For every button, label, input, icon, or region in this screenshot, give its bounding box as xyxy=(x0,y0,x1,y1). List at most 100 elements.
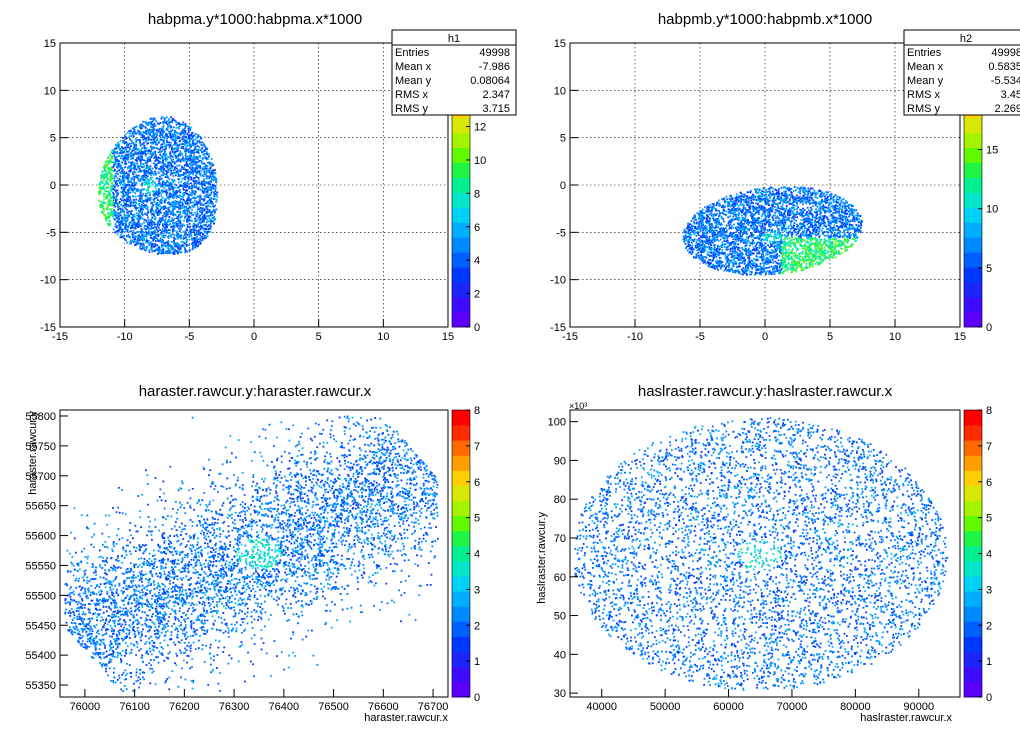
data-point xyxy=(109,202,112,205)
data-point xyxy=(824,238,826,241)
data-point xyxy=(180,145,183,148)
data-point xyxy=(133,223,135,226)
data-point xyxy=(165,199,167,202)
data-point xyxy=(191,189,194,192)
data-point xyxy=(148,191,151,194)
data-point xyxy=(172,225,175,227)
data-point xyxy=(155,194,157,196)
data-point xyxy=(183,164,186,167)
data-point xyxy=(106,208,108,211)
data-point xyxy=(188,249,191,251)
data-point xyxy=(182,244,185,247)
data-point xyxy=(149,199,152,202)
data-point xyxy=(140,197,143,200)
data-point xyxy=(202,190,204,193)
data-point xyxy=(150,227,153,230)
data-point xyxy=(182,196,185,198)
data-point xyxy=(162,217,165,220)
data-point xyxy=(187,164,189,166)
data-point xyxy=(191,245,194,248)
data-point xyxy=(131,161,134,164)
data-point xyxy=(144,195,147,197)
data-point xyxy=(160,129,163,132)
data-point xyxy=(111,204,114,207)
data-point xyxy=(167,224,170,227)
data-point xyxy=(127,213,130,216)
data-point xyxy=(161,216,164,219)
data-point xyxy=(179,154,182,157)
data-point xyxy=(113,177,116,180)
data-point xyxy=(190,145,193,148)
data-point xyxy=(152,132,155,135)
data-point xyxy=(179,151,182,154)
data-point xyxy=(162,248,165,251)
data-point xyxy=(172,143,175,146)
data-point xyxy=(178,170,181,173)
data-point xyxy=(799,192,802,195)
data-point xyxy=(130,142,133,145)
data-point xyxy=(115,203,118,205)
data-point xyxy=(134,187,136,190)
data-point xyxy=(160,117,163,120)
data-point xyxy=(206,218,209,221)
data-point xyxy=(154,132,157,135)
data-point xyxy=(142,125,145,128)
data-point xyxy=(193,241,196,244)
data-point xyxy=(163,187,166,189)
data-point xyxy=(109,208,112,211)
data-point xyxy=(129,241,132,244)
data-point xyxy=(124,166,126,168)
data-point xyxy=(207,155,210,158)
data-point xyxy=(174,248,177,251)
data-point xyxy=(165,188,168,191)
data-point xyxy=(178,236,181,239)
data-point xyxy=(152,119,155,122)
data-point xyxy=(209,218,212,221)
data-point xyxy=(163,130,166,133)
data-point xyxy=(127,226,130,229)
data-point xyxy=(182,238,185,240)
data-point xyxy=(165,214,168,217)
data-point xyxy=(128,174,130,177)
data-point xyxy=(110,186,113,189)
data-point xyxy=(200,151,203,153)
data-point xyxy=(134,244,137,246)
data-point xyxy=(125,200,128,203)
data-point xyxy=(156,194,159,197)
data-point xyxy=(159,148,161,151)
data-point xyxy=(193,160,196,163)
data-point xyxy=(186,171,189,173)
data-point xyxy=(109,193,112,195)
data-point xyxy=(187,233,190,236)
data-point xyxy=(186,189,189,192)
data-point xyxy=(741,246,743,249)
data-point xyxy=(193,142,196,145)
data-point xyxy=(194,191,197,193)
data-point xyxy=(203,168,206,171)
data-point xyxy=(143,200,145,202)
data-point xyxy=(165,244,168,247)
data-point xyxy=(215,181,218,184)
data-point xyxy=(143,137,146,140)
data-point xyxy=(141,211,144,214)
data-point xyxy=(120,182,122,185)
data-point xyxy=(175,190,178,192)
data-point xyxy=(204,202,207,205)
data-point xyxy=(144,204,147,206)
data-point xyxy=(114,189,117,192)
data-point xyxy=(108,171,111,174)
data-point xyxy=(195,214,198,217)
data-point xyxy=(114,205,117,208)
data-point xyxy=(152,118,154,121)
data-point xyxy=(131,233,134,236)
data-point xyxy=(165,171,168,174)
data-point xyxy=(154,211,157,214)
data-point xyxy=(184,139,187,142)
data-point xyxy=(101,204,104,207)
data-point xyxy=(742,198,745,201)
data-point xyxy=(169,188,172,191)
data-point xyxy=(139,216,141,218)
data-point xyxy=(114,222,117,225)
data-point xyxy=(114,211,117,213)
data-point xyxy=(161,196,164,199)
